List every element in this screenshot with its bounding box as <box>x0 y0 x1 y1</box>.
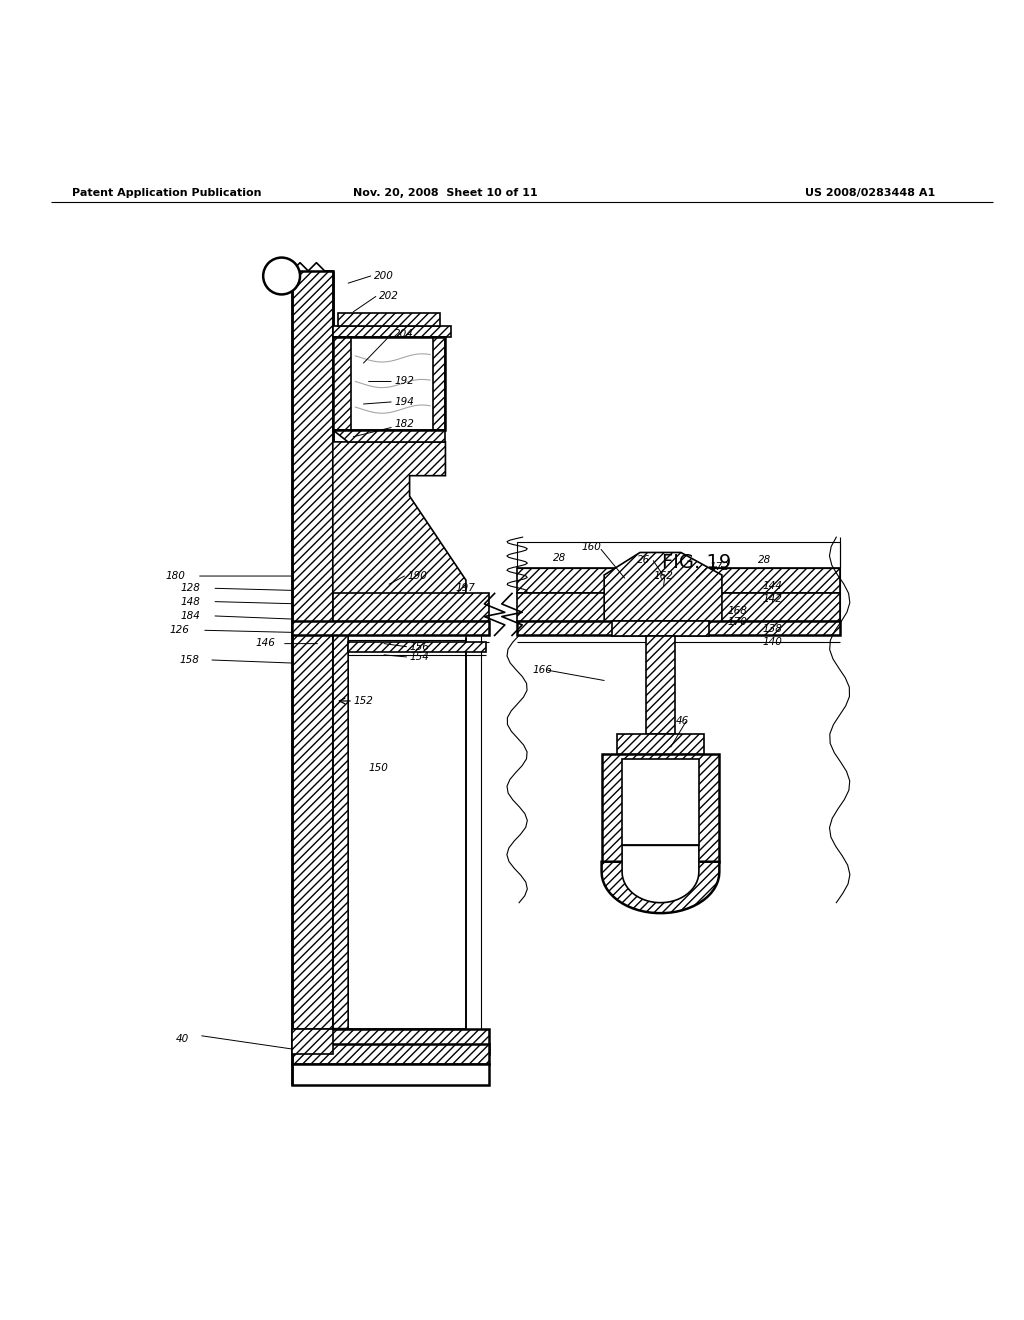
Text: US 2008/0283448 A1: US 2008/0283448 A1 <box>805 187 936 198</box>
Polygon shape <box>517 622 840 635</box>
Polygon shape <box>292 1028 333 1055</box>
Polygon shape <box>333 338 351 429</box>
Text: 144: 144 <box>763 581 782 591</box>
Text: Patent Application Publication: Patent Application Publication <box>72 187 261 198</box>
Text: 190: 190 <box>408 572 427 581</box>
Polygon shape <box>333 594 489 622</box>
Text: 148: 148 <box>180 597 200 607</box>
Text: 126: 126 <box>170 626 189 635</box>
Circle shape <box>263 257 300 294</box>
Text: 28: 28 <box>553 553 566 562</box>
Text: 160: 160 <box>582 543 601 552</box>
Text: 140: 140 <box>763 636 782 647</box>
Text: 46: 46 <box>676 717 689 726</box>
Bar <box>602 754 719 862</box>
Polygon shape <box>292 1044 489 1064</box>
Text: 204: 204 <box>394 330 414 339</box>
Text: 172: 172 <box>710 562 729 572</box>
Text: 138: 138 <box>763 624 782 635</box>
Bar <box>623 759 698 845</box>
Polygon shape <box>292 1028 489 1055</box>
Text: 168: 168 <box>727 606 746 616</box>
Text: Nov. 20, 2008  Sheet 10 of 11: Nov. 20, 2008 Sheet 10 of 11 <box>353 187 538 198</box>
Bar <box>646 636 675 734</box>
Text: 26: 26 <box>637 554 650 565</box>
Bar <box>612 622 709 636</box>
Polygon shape <box>517 594 840 622</box>
Polygon shape <box>433 338 445 429</box>
Polygon shape <box>348 642 486 652</box>
Text: 158: 158 <box>179 655 199 665</box>
Text: 28: 28 <box>758 554 771 565</box>
Text: 197: 197 <box>456 583 475 593</box>
Text: 182: 182 <box>394 420 414 429</box>
Polygon shape <box>602 862 719 913</box>
Text: 192: 192 <box>394 376 414 387</box>
Text: 166: 166 <box>532 665 552 676</box>
Polygon shape <box>292 271 333 1055</box>
Bar <box>616 734 705 754</box>
Text: 184: 184 <box>180 611 200 620</box>
Text: 194: 194 <box>394 397 414 407</box>
Text: 150: 150 <box>369 763 388 772</box>
Polygon shape <box>333 442 466 1028</box>
Text: 180: 180 <box>166 572 185 581</box>
Text: 200: 200 <box>374 271 393 281</box>
Text: 154: 154 <box>410 652 429 661</box>
Polygon shape <box>292 622 489 635</box>
Polygon shape <box>333 429 445 442</box>
Text: 146: 146 <box>256 638 275 648</box>
Text: 162: 162 <box>653 572 673 581</box>
Bar <box>333 338 445 429</box>
Text: 156: 156 <box>410 642 429 652</box>
Text: 128: 128 <box>180 583 200 593</box>
Polygon shape <box>604 553 722 622</box>
Text: 202: 202 <box>379 292 398 301</box>
Text: 40: 40 <box>176 1034 189 1044</box>
Text: 142: 142 <box>763 594 782 603</box>
Polygon shape <box>623 845 698 903</box>
Polygon shape <box>517 568 840 594</box>
Polygon shape <box>338 313 440 326</box>
Polygon shape <box>333 326 451 338</box>
Text: 152: 152 <box>353 696 373 706</box>
Polygon shape <box>292 1064 489 1085</box>
Text: 170: 170 <box>727 618 746 627</box>
Text: FIG. 19: FIG. 19 <box>662 553 731 573</box>
